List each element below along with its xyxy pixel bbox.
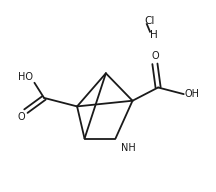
Text: H: H <box>149 31 157 41</box>
Text: Cl: Cl <box>144 16 155 26</box>
Text: O: O <box>151 51 159 61</box>
Text: HO: HO <box>18 72 33 82</box>
Text: O: O <box>17 112 25 122</box>
Text: OH: OH <box>185 89 200 99</box>
Text: NH: NH <box>121 143 136 153</box>
